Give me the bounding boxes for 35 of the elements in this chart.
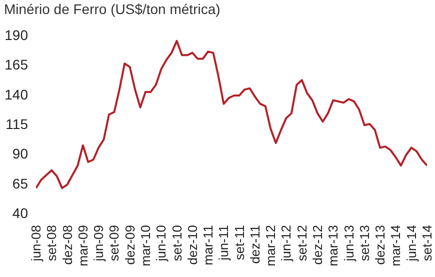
y-tick-label: 40 bbox=[12, 204, 28, 221]
x-tick-label: set-12 bbox=[294, 225, 310, 262]
x-tick-label: mar-12 bbox=[263, 225, 278, 266]
x-tick-label: mar-09 bbox=[75, 225, 90, 266]
y-tick-label: 90 bbox=[12, 146, 28, 162]
x-tick-label: set-13 bbox=[356, 225, 372, 262]
y-tick-label: 140 bbox=[4, 86, 28, 102]
chart-title: Minério de Ferro (US$/ton métrica) bbox=[4, 1, 220, 17]
x-tick-label: jun-09 bbox=[91, 225, 106, 262]
y-tick-label: 115 bbox=[6, 116, 28, 132]
x-tick-label: set-08 bbox=[44, 225, 60, 262]
x-tick-label: dez-11 bbox=[247, 225, 262, 264]
x-tick-label: mar-11 bbox=[200, 225, 216, 266]
x-tick-label: dez-08 bbox=[60, 225, 75, 265]
x-tick-label: jun-14 bbox=[404, 225, 419, 262]
x-tick-label: jun-12 bbox=[278, 225, 294, 262]
x-tick-label: jun-13 bbox=[341, 225, 356, 262]
x-tick-label: jun-08 bbox=[28, 225, 44, 262]
x-tick-label: set-14 bbox=[420, 225, 434, 262]
x-tick-label: dez-10 bbox=[184, 225, 200, 265]
x-tick-label: jun-10 bbox=[154, 225, 169, 262]
x-tick-label: set-09 bbox=[106, 225, 122, 262]
y-tick-label: 165 bbox=[4, 56, 28, 73]
x-tick-label: dez-13 bbox=[372, 225, 388, 265]
line-series bbox=[36, 40, 427, 190]
x-tick-label: dez-09 bbox=[122, 225, 138, 265]
x-tick-label: jun-11 bbox=[216, 225, 232, 262]
y-tick-label: 190 bbox=[4, 26, 28, 43]
x-tick-label: set-11 bbox=[232, 225, 247, 260]
x-tick-label: dez-12 bbox=[310, 225, 326, 265]
x-tick-label: mar-10 bbox=[138, 225, 153, 266]
x-tick-label: set-10 bbox=[169, 225, 184, 262]
x-tick-label: mar-14 bbox=[388, 225, 404, 266]
x-tick-label: mar-13 bbox=[326, 225, 341, 266]
y-tick-label: 65 bbox=[12, 175, 28, 192]
